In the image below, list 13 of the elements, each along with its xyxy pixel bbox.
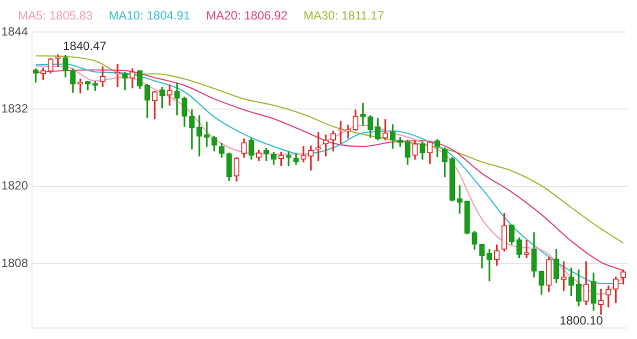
y-tick-label: 1820 [1, 178, 28, 193]
text: MA10: 1804.91 [108, 8, 190, 22]
annotation: 1800.10 [560, 314, 604, 328]
y-tick-label: 1808 [1, 256, 28, 270]
text: MA20: 1806.92 [206, 8, 288, 22]
y-tick-label: 1832 [1, 101, 28, 116]
text: MA5: 1805.83 [18, 8, 94, 22]
text: MA30: 1811.17 [304, 8, 384, 22]
candlestick [174, 82, 180, 116]
annotation: 1840.47 [63, 39, 107, 54]
y-tick-label: 1844 [1, 24, 28, 38]
candlestick [598, 288, 604, 315]
line-series [35, 55, 624, 244]
